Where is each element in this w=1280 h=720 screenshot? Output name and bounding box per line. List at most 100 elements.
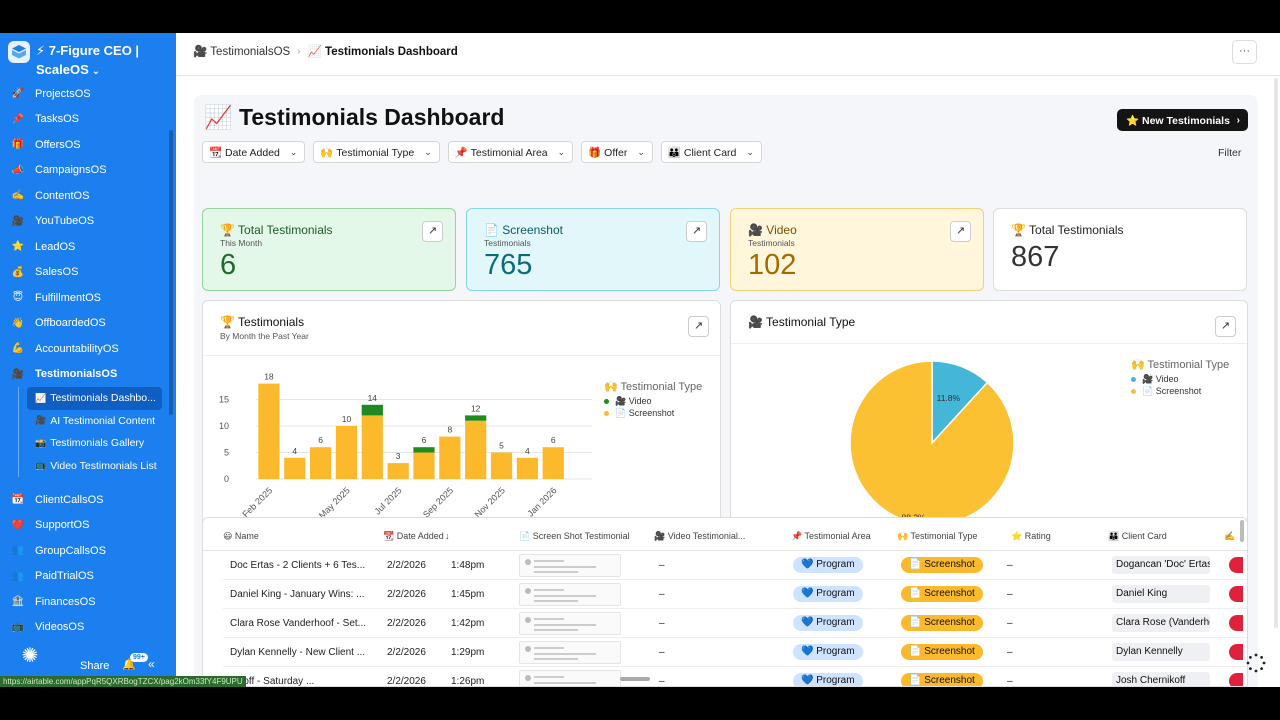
sort-arrow-icon[interactable]: ↓ <box>445 531 450 541</box>
table-scrollbar[interactable] <box>1240 520 1244 542</box>
table-row[interactable]: Dylan Kennelly - New Client ... 2/2/2026 1… <box>223 638 1247 667</box>
kpi-title: 📄 Screenshot <box>484 223 563 237</box>
kpi-total-this-month[interactable]: 🏆 Total Testimonials This Month 6 ↗ <box>202 208 456 291</box>
filter-dropdown[interactable]: 🙌 Testimonial Type ⌄ <box>313 141 440 163</box>
column-header[interactable]: 📄 Screen Shot Testimonial <box>519 531 630 541</box>
column-header[interactable]: 🎥 Video Testimonial... <box>654 531 746 541</box>
testimonials-by-month-chart[interactable]: 🏆 Testimonials By Month the Past Year ↗ … <box>202 300 721 542</box>
column-header[interactable]: 🙌 Testimonial Type <box>897 531 978 541</box>
workspace-switcher[interactable]: ⚡ 7-Figure CEO | ScaleOS ⌄ <box>8 41 168 81</box>
status-pill <box>1229 673 1243 686</box>
expand-arrow-icon[interactable]: ↗ <box>686 221 707 242</box>
sidebar-item-fulfillmentos[interactable]: 😇 FulfillmentOS <box>0 285 176 311</box>
sidebar-item-financesos[interactable]: 🏦 FinancesOS <box>0 589 176 615</box>
sidebar-subitem[interactable]: 📺 Video Testimonials List <box>27 455 162 478</box>
sidebar-item-icon: 💰 <box>11 266 25 278</box>
sidebar-item-clientcallsos[interactable]: 📆 ClientCallsOS <box>0 487 176 513</box>
column-header[interactable]: ⭐ Rating <box>1011 531 1051 541</box>
sidebar-item-offboardedos[interactable]: 👋 OffboardedOS <box>0 311 176 337</box>
sidebar-item-videosos[interactable]: 📺 VideosOS <box>0 615 176 641</box>
client-card-chip[interactable]: Dylan Kennelly <box>1112 643 1210 661</box>
sidebar: ⚡ 7-Figure CEO | ScaleOS ⌄ 🚀 ProjectsOS 📌 Ta… <box>0 33 176 687</box>
table-horizontal-scrollbar[interactable] <box>620 677 650 681</box>
kpi-total-all[interactable]: 🏆 Total Testimonials 867 <box>993 208 1247 291</box>
column-header[interactable]: 👪 Client Card <box>1108 531 1167 541</box>
breadcrumb-page[interactable]: 📈 Testimonials Dashboard <box>307 46 458 58</box>
expand-arrow-icon[interactable]: ↗ <box>1215 316 1236 337</box>
kpi-screenshot[interactable]: 📄 Screenshot Testimonials 765 ↗ <box>466 208 720 291</box>
sidebar-item-offersos[interactable]: 🎁 OffersOS <box>0 132 176 158</box>
x-tick-label: Sep 2025 <box>421 485 455 519</box>
filter-label: 📌 Testimonial Area <box>454 146 548 159</box>
kpi-video[interactable]: 🎥 Video Testimonials 102 ↗ <box>730 208 984 291</box>
filter-dropdown[interactable]: 👪 Client Card ⌄ <box>660 141 762 163</box>
legend-label: 📄 Screenshot <box>615 407 675 418</box>
filter-button[interactable]: Filter <box>1218 147 1242 159</box>
sidebar-subitem[interactable]: 🎥 AI Testimonial Content <box>27 410 162 433</box>
bell-icon[interactable]: 🔔 <box>122 659 136 671</box>
breadcrumb-app[interactable]: 🎥 TestimonialsOS <box>193 46 291 58</box>
table-row[interactable]: Clara Rose Vanderhoof - Set... 2/2/2026 1:… <box>223 609 1247 638</box>
screenshot-thumbnail[interactable] <box>519 612 621 635</box>
legend-item-screenshot[interactable]: 📄 Screenshot <box>604 407 702 419</box>
more-options-button[interactable]: ··· <box>1232 40 1257 64</box>
sidebar-scrollbar[interactable] <box>169 130 173 415</box>
sidebar-item-supportos[interactable]: ❤️ SupportOS <box>0 513 176 539</box>
new-testimonials-button[interactable]: ⭐ New Testimonials › <box>1117 109 1248 131</box>
sidebar-item-icon: ⭐ <box>11 241 25 253</box>
sidebar-item-contentos[interactable]: ✍️ ContentOS <box>0 183 176 209</box>
screenshot-thumbnail[interactable] <box>519 670 621 686</box>
table-row[interactable]: Doc Ertas - 2 Clients + 6 Tes... 2/2/2026… <box>223 551 1247 580</box>
sidebar-item-campaignsos[interactable]: 📣 CampaignsOS <box>0 158 176 184</box>
legend-item-video[interactable]: 🎥 Video <box>604 395 702 407</box>
expand-arrow-icon[interactable]: ↗ <box>950 221 971 242</box>
client-card-chip[interactable]: Clara Rose (Vanderhoof) <box>1112 614 1210 632</box>
sidebar-subitem-label: AI Testimonial Content <box>50 414 156 427</box>
sidebar-item-tasksos[interactable]: 📌 TasksOS <box>0 107 176 133</box>
sidebar-item-salesos[interactable]: 💰 SalesOS <box>0 260 176 286</box>
table-row[interactable]: ...koff - Saturday ... 2/2/2026 1:26pm – – 💙 … <box>223 667 1247 686</box>
client-card-chip[interactable]: Dogancan 'Doc' Ertas <box>1112 556 1210 574</box>
collapse-sidebar-icon[interactable]: « <box>148 657 155 671</box>
sidebar-item-accountabilityos[interactable]: 💪 AccountabilityOS <box>0 336 176 362</box>
screenshot-thumbnail[interactable] <box>519 583 621 606</box>
sidebar-item-paidtrialos[interactable]: 👥 PaidTrialOS <box>0 564 176 590</box>
expand-arrow-icon[interactable]: ↗ <box>688 316 709 337</box>
filter-dropdown[interactable]: 📌 Testimonial Area ⌄ <box>447 141 574 163</box>
expand-arrow-icon[interactable]: ↗ <box>422 221 443 242</box>
row-time: 1:42pm <box>451 618 485 629</box>
filter-dropdown[interactable]: 🎁 Offer ⌄ <box>581 141 653 163</box>
sidebar-item-testimonialsos[interactable]: 🎥 TestimonialsOS <box>0 362 176 388</box>
table-row[interactable]: Daniel King - January Wins: ... 2/2/2026 1… <box>223 580 1247 609</box>
sidebar-subitem[interactable]: 📸 Testimonials Gallery <box>27 432 162 455</box>
sidebar-item-leados[interactable]: ⭐ LeadOS <box>0 234 176 260</box>
row-date: 2/2/2026 <box>387 618 426 629</box>
testimonial-type-chart[interactable]: 🎥 Testimonial Type ↗ 11.8%88.2% 🙌 Testim… <box>730 300 1248 542</box>
screenshot-thumbnail[interactable] <box>519 641 621 664</box>
sidebar-subitem[interactable]: 📈 Testimonials Dashbo... <box>27 387 162 410</box>
client-card-chip[interactable]: Josh Chernikoff <box>1112 672 1210 686</box>
page-scrollbar[interactable] <box>1274 78 1278 628</box>
kpi-subtitle: Testimonials <box>748 238 795 248</box>
notification-badge: 99+ <box>130 653 148 662</box>
column-header[interactable]: 😃 Name <box>223 531 259 541</box>
chart-increasing-icon: 📈 <box>204 104 233 130</box>
column-header[interactable]: ✍️ <box>1224 531 1236 541</box>
thumbnail-line <box>534 566 596 568</box>
column-header[interactable]: 📆 Date Added <box>383 531 444 541</box>
screenshot-thumbnail[interactable] <box>519 554 621 577</box>
sidebar-item-projectsos[interactable]: 🚀 ProjectsOS <box>0 81 176 107</box>
share-button[interactable]: Share <box>80 660 110 672</box>
filter-dropdown[interactable]: 📆 Date Added ⌄ <box>202 141 306 163</box>
legend-title: 🙌 Testimonial Type <box>604 381 703 393</box>
legend-item-screenshot[interactable]: 📄 Screenshot <box>1131 385 1229 397</box>
client-card-chip[interactable]: Daniel King <box>1112 585 1210 603</box>
legend-item-video[interactable]: 🎥 Video <box>1131 373 1229 385</box>
column-header[interactable]: 📌 Testimonial Area <box>791 531 871 541</box>
sidebar-item-groupcallsos[interactable]: 👥 GroupCallsOS <box>0 538 176 564</box>
settings-gear-icon[interactable]: ✺ <box>21 645 39 667</box>
bar-screenshot <box>542 447 564 479</box>
sidebar-item-youtubeos[interactable]: 🎥 YouTubeOS <box>0 209 176 235</box>
type-pill: 📄 Screenshot <box>901 586 983 602</box>
chevron-right-icon: › <box>1236 114 1240 126</box>
